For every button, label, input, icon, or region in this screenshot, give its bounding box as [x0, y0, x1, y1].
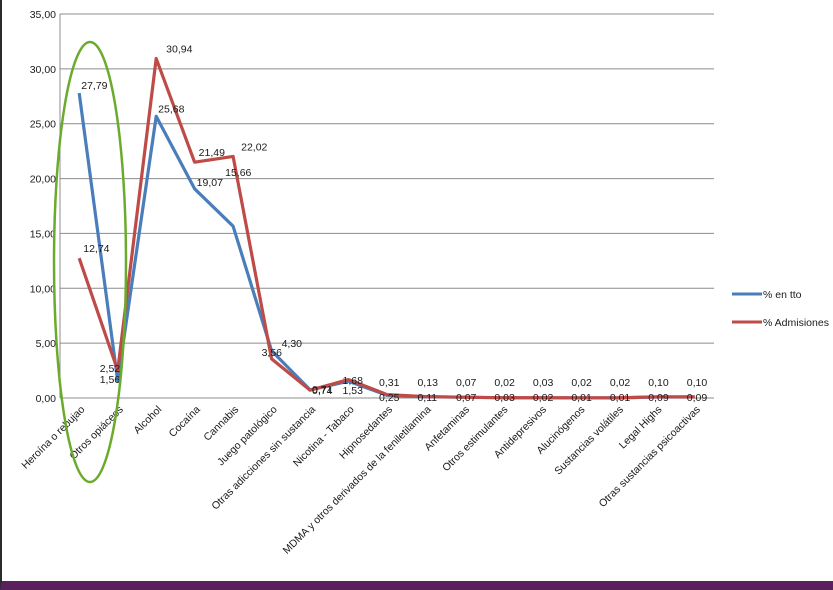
x-category-label: Sustancias volátiles [552, 404, 626, 478]
y-tick-label: 5,00 [36, 338, 57, 350]
data-label: 0,09 [687, 392, 708, 404]
data-label: 0,13 [417, 377, 438, 389]
data-label: 0,03 [494, 392, 515, 404]
data-label: 0,02 [494, 377, 515, 389]
gridlines [59, 13, 714, 399]
highlight-annotation [52, 40, 128, 484]
data-label: 30,94 [166, 44, 192, 56]
data-label: 21,49 [199, 147, 225, 159]
data-label: 22,02 [241, 141, 267, 153]
data-label: 0,03 [533, 377, 554, 389]
y-tick-label: 35,00 [30, 9, 56, 21]
x-category-label: Cannabis [201, 404, 241, 444]
data-label: 15,66 [225, 167, 251, 179]
data-label: 0,10 [687, 377, 708, 389]
data-label: 25,68 [158, 103, 184, 115]
data-label: 27,79 [81, 80, 107, 92]
legend: % en tto % Admisiones [732, 289, 829, 329]
x-category-label: Heroína o rebujao [19, 404, 87, 472]
y-axis-ticks: 0,00 5,00 10,00 15,00 20,00 25,00 30,00 35,00 [30, 9, 56, 405]
y-tick-label: 10,00 [30, 283, 56, 295]
data-label: 12,74 [83, 243, 109, 255]
data-label: 1,53 [343, 385, 364, 397]
data-label: 0,25 [379, 392, 400, 404]
data-label: 0,02 [533, 392, 554, 404]
data-label: 0,07 [456, 377, 477, 389]
data-label: 0,71 [312, 384, 333, 396]
legend-label: % Admisiones [763, 317, 829, 329]
data-label: 0,07 [456, 392, 477, 404]
y-tick-label: 20,00 [30, 174, 56, 186]
legend-label: % en tto [763, 289, 802, 301]
x-category-label: Alcohol [131, 404, 164, 437]
data-label: 1,68 [343, 375, 364, 387]
x-category-label: Cocaína [167, 404, 203, 440]
data-label: 3,56 [262, 347, 283, 359]
data-label: 0,01 [610, 392, 631, 404]
data-label: 19,07 [197, 177, 223, 189]
data-label: 0,74 [312, 385, 333, 397]
y-tick-label: 0,00 [36, 393, 57, 405]
data-label: 2,52 [100, 363, 121, 375]
x-category-label: Otros estimulantes [440, 404, 510, 474]
data-label: 0,09 [648, 392, 669, 404]
series-lines [77, 56, 695, 400]
data-label: 1,56 [100, 374, 121, 386]
data-labels: 12,74 2,52 30,94 21,49 22,02 3,56 0,71 1,68 0,31… [81, 44, 707, 404]
highlight-ellipse [52, 40, 128, 484]
y-tick-label: 15,00 [30, 228, 56, 240]
data-label: 0,01 [571, 392, 592, 404]
data-label: 0,11 [417, 392, 437, 404]
series-line-en-tto [77, 92, 695, 400]
data-label: 0,02 [610, 377, 631, 389]
y-tick-label: 25,00 [30, 119, 56, 131]
series-line-admisiones [77, 56, 695, 400]
data-label: 4,30 [282, 338, 303, 350]
data-label: 0,10 [648, 377, 669, 389]
data-label: 0,02 [571, 377, 592, 389]
data-label: 0,31 [379, 377, 400, 389]
y-tick-label: 30,00 [30, 64, 56, 76]
